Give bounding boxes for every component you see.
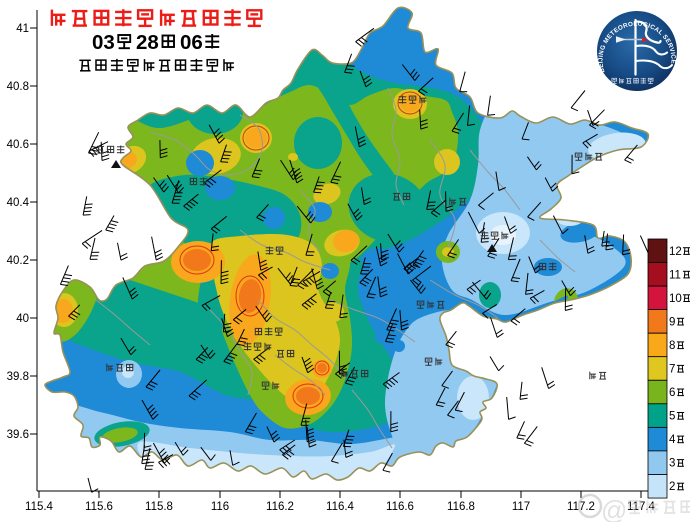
svg-text:116.8: 116.8 (447, 501, 475, 513)
svg-text:7: 7 (669, 364, 675, 376)
svg-text:2: 2 (669, 481, 675, 493)
svg-text:39.6: 39.6 (7, 429, 29, 441)
svg-text:117: 117 (512, 501, 530, 513)
svg-text:116.6: 116.6 (386, 501, 414, 513)
svg-text:41: 41 (16, 23, 29, 35)
svg-text:@: @ (601, 495, 627, 522)
svg-text:116.4: 116.4 (326, 501, 355, 513)
svg-text:06: 06 (180, 31, 203, 54)
svg-text:115.4: 115.4 (25, 501, 54, 513)
svg-text:12: 12 (669, 246, 682, 258)
svg-text:40.6: 40.6 (7, 139, 29, 151)
svg-text:8: 8 (669, 340, 675, 352)
svg-text:4: 4 (669, 434, 676, 446)
svg-text:40.4: 40.4 (7, 197, 30, 209)
svg-text:40.8: 40.8 (7, 81, 29, 93)
svg-text:116: 116 (211, 501, 229, 513)
svg-text:6: 6 (669, 387, 675, 399)
svg-text:40: 40 (16, 313, 29, 325)
svg-text:10: 10 (669, 293, 682, 305)
svg-text:116.2: 116.2 (266, 501, 294, 513)
svg-text:03: 03 (92, 31, 115, 54)
svg-text:11: 11 (669, 269, 681, 281)
svg-text:39.8: 39.8 (7, 371, 29, 383)
svg-text:3: 3 (669, 458, 675, 470)
svg-text:40.2: 40.2 (7, 255, 29, 267)
svg-text:115.8: 115.8 (145, 501, 173, 513)
svg-text:115.6: 115.6 (85, 501, 113, 513)
svg-text:9: 9 (669, 316, 675, 328)
svg-text:28: 28 (136, 31, 159, 54)
svg-text:5: 5 (669, 411, 675, 423)
svg-text:117.2: 117.2 (567, 501, 595, 513)
